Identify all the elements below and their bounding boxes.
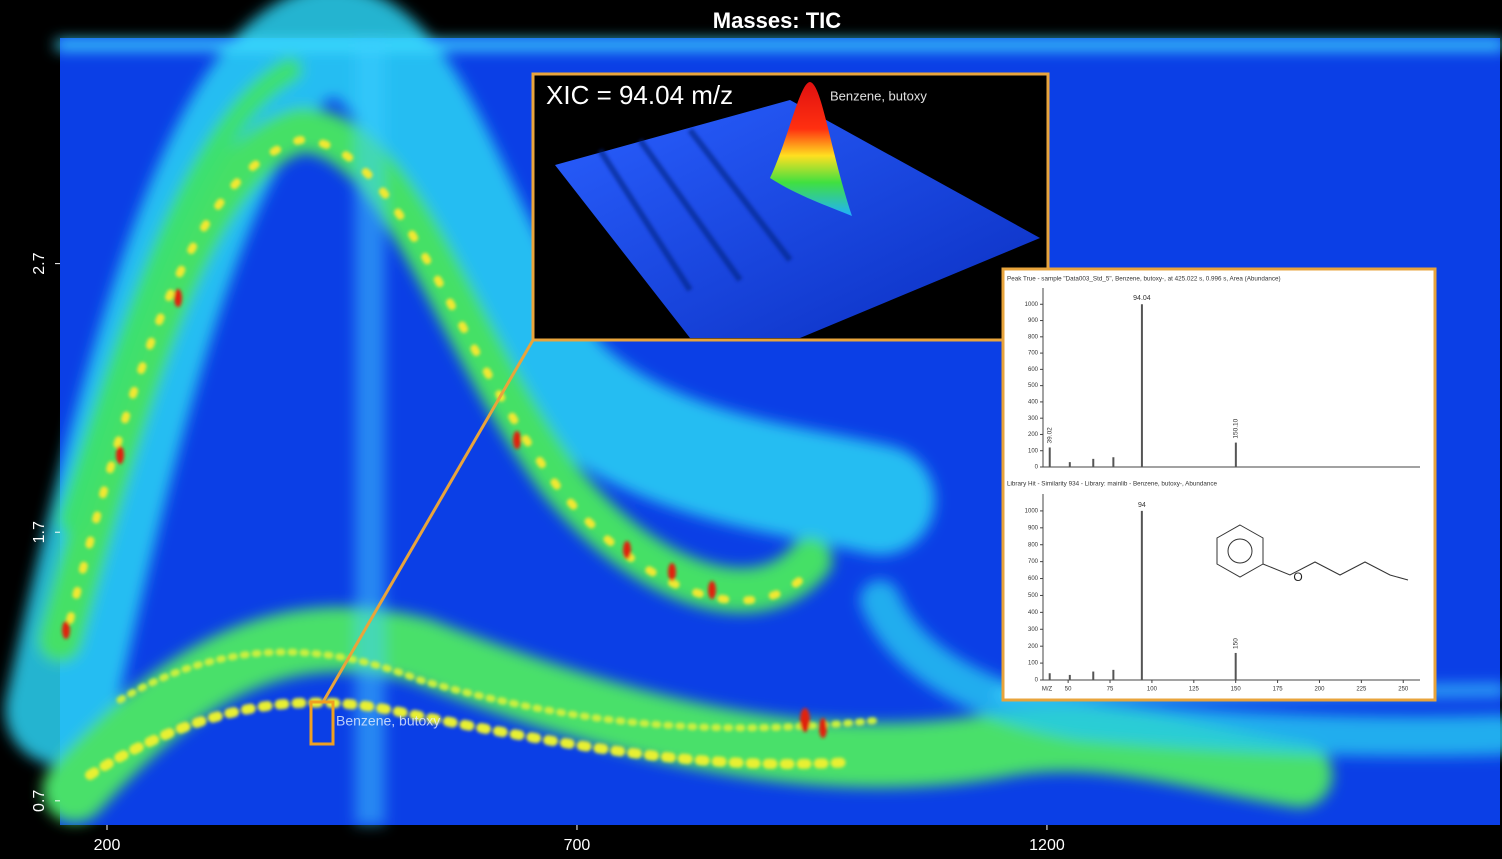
xic-inset: XIC = 94.04 m/z Benzene, butoxy <box>531 72 1050 342</box>
y-tick-label: 900 <box>1028 525 1039 531</box>
y-tick-label: 900 <box>1028 318 1039 324</box>
x-tick-label: 75 <box>1107 687 1114 693</box>
peak-label: 94.04 <box>1133 295 1151 302</box>
x-tick-label: 175 <box>1273 687 1284 693</box>
y-tick-label: 2.7 <box>31 252 48 274</box>
chart-title: Masses: TIC <box>713 8 841 33</box>
y-tick-label: 0 <box>1035 678 1039 684</box>
y-tick-label: 600 <box>1028 576 1039 582</box>
y-tick-label: 400 <box>1028 610 1039 616</box>
x-tick-label: 1200 <box>1029 837 1065 854</box>
heatmap-spots <box>62 135 884 780</box>
y-tick-label: 600 <box>1028 367 1039 373</box>
zoom-connector <box>321 339 535 703</box>
x-tick-label: 50 <box>1065 687 1072 693</box>
y-tick-label: 100 <box>1028 661 1039 667</box>
peak-label: 150 <box>1232 638 1239 649</box>
y-tick-label: 0.7 <box>31 790 48 812</box>
inset-title: XIC = 94.04 m/z <box>546 80 733 110</box>
x-tick-label: 250 <box>1398 687 1409 693</box>
peak-annotation: Benzene, butoxy <box>336 713 440 729</box>
x-tick-label: 225 <box>1356 687 1367 693</box>
x-tick-label: 150 <box>1231 687 1242 693</box>
x-tick-label: 200 <box>1314 687 1325 693</box>
y-tick-label: 1.7 <box>31 521 48 543</box>
peak-label: 39.02 <box>1046 427 1053 444</box>
peak-marker <box>309 700 335 746</box>
y-tick-label: 0 <box>1035 465 1039 471</box>
y-tick-label: 500 <box>1028 383 1039 389</box>
xic-peak <box>770 82 852 216</box>
y-tick-label: 1000 <box>1025 302 1039 308</box>
structure-atom: O <box>1293 570 1302 584</box>
y-tick-label: 100 <box>1028 448 1039 454</box>
y-tick-label: 1000 <box>1025 508 1039 514</box>
spectrum-title: Peak True - sample "Data003_Std_5", Benz… <box>1007 276 1281 283</box>
x-tick-label: 700 <box>564 837 591 854</box>
y-tick-label: 700 <box>1028 559 1039 565</box>
x-tick-label: 125 <box>1189 687 1200 693</box>
surface-ridges <box>597 128 793 292</box>
peak-label: 94 <box>1138 502 1146 509</box>
surface-plane <box>555 100 1040 338</box>
y-tick-label: 400 <box>1028 399 1039 405</box>
chart-layer: Masses: TIC 200 700 1200 0.7 1.7 2.7 Peak True … <box>31 8 1420 854</box>
y-tick-label: 200 <box>1028 644 1039 650</box>
y-tick-label: 200 <box>1028 432 1039 438</box>
molecule-structure <box>1216 524 1409 581</box>
y-tick-label: 700 <box>1028 351 1039 357</box>
x-tick-label: 200 <box>94 837 121 854</box>
peak-label: 150.10 <box>1233 418 1240 438</box>
y-tick-label: 300 <box>1028 627 1039 633</box>
x-axis-label: M/Z <box>1042 687 1053 693</box>
spectrum-inset <box>1001 267 1437 702</box>
y-tick-label: 800 <box>1028 542 1039 548</box>
y-tick-label: 500 <box>1028 593 1039 599</box>
y-tick-label: 300 <box>1028 416 1039 422</box>
spectrum-title: Library Hit - Similarity 934 - Library: … <box>1007 481 1217 488</box>
y-tick-label: 800 <box>1028 334 1039 340</box>
x-tick-label: 100 <box>1147 687 1158 693</box>
inset-label: Benzene, butoxy <box>830 88 927 103</box>
